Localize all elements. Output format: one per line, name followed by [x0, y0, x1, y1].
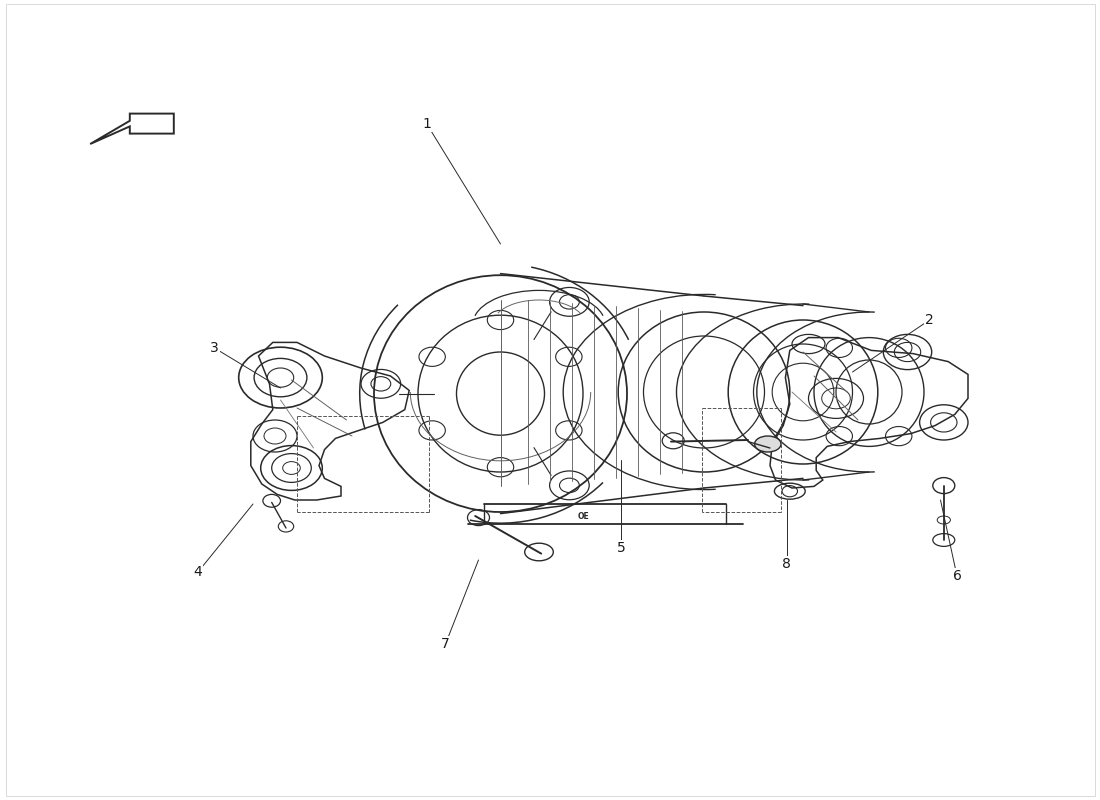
Text: 8: 8 [782, 557, 791, 571]
Ellipse shape [755, 436, 781, 452]
Text: 4: 4 [194, 565, 202, 579]
Text: 3: 3 [210, 341, 219, 355]
Text: 5: 5 [617, 541, 626, 555]
Text: OE: OE [578, 512, 588, 522]
Text: 6: 6 [953, 569, 961, 583]
Text: 2: 2 [925, 313, 934, 327]
Text: 1: 1 [422, 117, 431, 131]
Text: 7: 7 [441, 637, 450, 651]
